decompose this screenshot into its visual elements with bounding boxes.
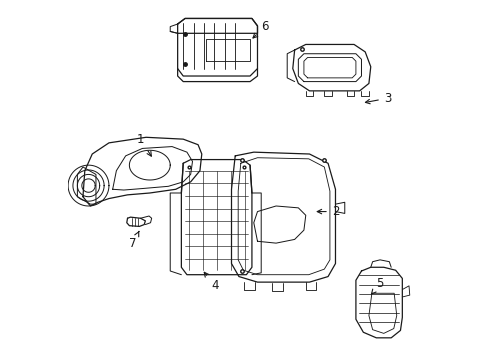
Text: 5: 5 — [371, 278, 383, 294]
Text: 1: 1 — [137, 132, 151, 156]
Text: 3: 3 — [365, 92, 390, 105]
Text: 7: 7 — [129, 231, 139, 249]
Text: 6: 6 — [252, 20, 268, 38]
Text: 4: 4 — [204, 272, 218, 292]
Text: 2: 2 — [317, 205, 339, 218]
